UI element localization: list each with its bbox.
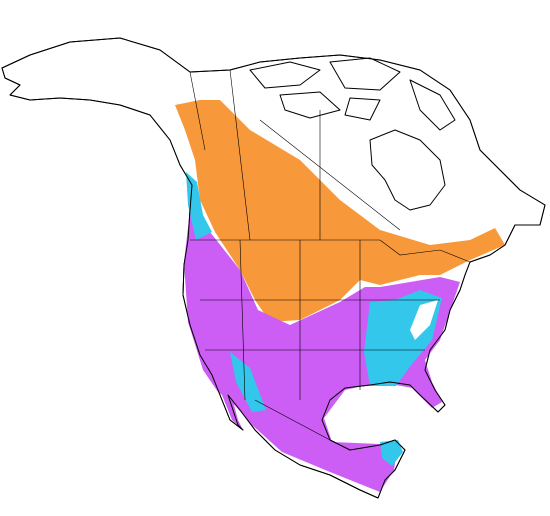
hudson-bay [369,129,446,211]
year-round-range [184,210,460,492]
winter-range-mexico [230,352,266,412]
summer-range [175,100,505,322]
coast-redraw [1,37,546,499]
borders [189,69,471,441]
winter-range-yucatan [380,440,403,466]
winter-range-west [186,172,212,240]
arctic-islands [249,57,456,131]
appalachian-gap [410,300,438,340]
